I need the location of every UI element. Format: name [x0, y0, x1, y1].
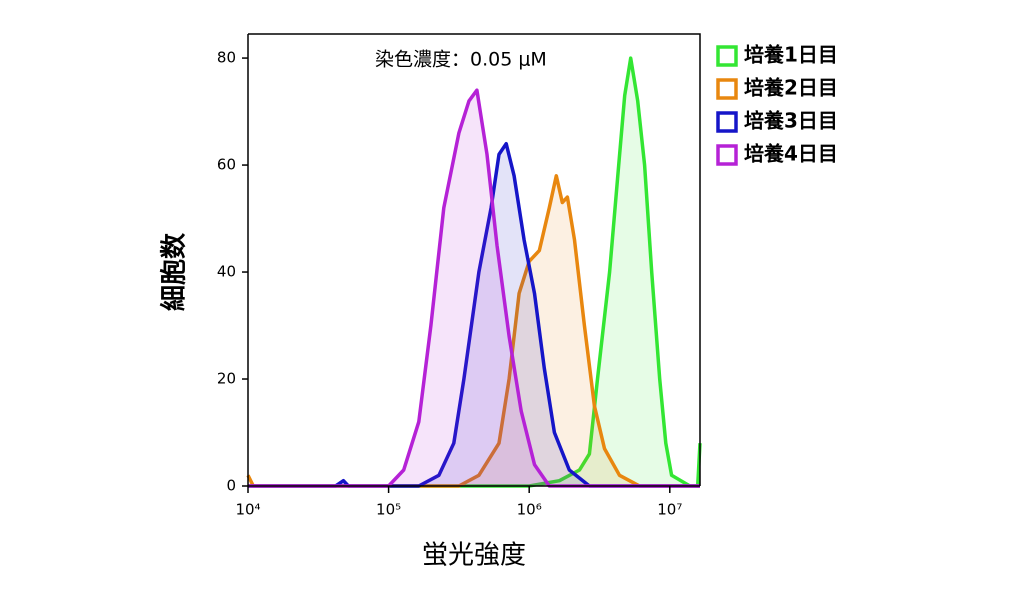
area-fill — [248, 175, 700, 487]
x-tick-label: 10⁴ — [235, 501, 260, 519]
y-tick-label: 20 — [217, 370, 236, 388]
legend-label: 培養1日目 — [744, 43, 838, 67]
series-line — [248, 88, 700, 488]
legend-label: 培養2日目 — [744, 76, 838, 100]
x-axis-title: 蛍光強度 — [422, 541, 526, 571]
legend-label: 培養4日目 — [744, 142, 838, 166]
legend-swatch — [716, 144, 738, 166]
y-tick-label: 0 — [226, 477, 236, 495]
annotation: 染色濃度：0.05 μM — [375, 49, 547, 71]
x-tick-label: 10⁶ — [517, 501, 542, 519]
x-tick-label: 10⁷ — [657, 501, 682, 519]
area-fill — [248, 90, 700, 486]
y-tick-label: 60 — [217, 156, 236, 174]
plot-frame — [248, 33, 701, 486]
legend-swatch — [716, 45, 738, 67]
legend-label: 培養3日目 — [744, 109, 838, 133]
series-line — [246, 174, 700, 488]
x-tick-label: 10⁵ — [376, 501, 401, 519]
legend-swatch — [716, 78, 738, 100]
y-axis-title: 細胞数 — [159, 232, 190, 311]
y-tick-label: 40 — [217, 263, 236, 281]
y-tick-label: 80 — [217, 49, 236, 67]
legend-swatch — [716, 111, 738, 133]
series-line — [248, 56, 702, 488]
